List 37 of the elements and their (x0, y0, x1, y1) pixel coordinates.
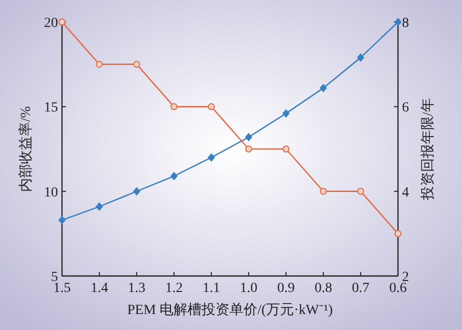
y2-tick-label: 4 (402, 185, 409, 200)
point (208, 153, 215, 162)
x-axis-title: PEM 电解槽投资单价/(万元·kW⁻¹) (127, 302, 334, 318)
x-tick-label: 0.9 (277, 281, 295, 296)
point (96, 202, 103, 211)
y2-tick-label: 8 (402, 16, 409, 31)
y-axis-title: 内部收益率/% (18, 106, 34, 192)
point (245, 146, 252, 152)
x-tick-label: 1.0 (240, 281, 258, 296)
point (357, 188, 364, 195)
point (282, 146, 290, 152)
y2-tick-label: 6 (402, 100, 409, 116)
x-tick-label: 1.2 (165, 281, 183, 296)
point (320, 84, 327, 92)
y-tick-label: 15 (44, 100, 58, 116)
point (394, 230, 402, 238)
x-tick-label: 1.4 (90, 281, 108, 296)
x-tick-label: 1.3 (128, 281, 146, 296)
y2-axis-title: 投资回报年限/年 (420, 98, 436, 201)
point (208, 103, 215, 110)
point (133, 60, 140, 68)
x-tick-label: 0.6 (389, 281, 407, 296)
point (133, 187, 140, 196)
point (96, 60, 103, 68)
x-tick-label: 0.7 (352, 281, 370, 296)
x-tick-label: 0.8 (314, 281, 332, 296)
x-tick-label: 1.1 (202, 281, 220, 296)
y-tick-label: 20 (44, 16, 58, 31)
point (245, 133, 252, 142)
x-tick-label: 1.5 (53, 281, 71, 296)
point (357, 54, 364, 62)
y-tick-label: 10 (44, 185, 58, 200)
point (170, 172, 178, 180)
point (58, 216, 66, 224)
point (320, 188, 327, 195)
point (282, 109, 290, 118)
point (170, 103, 178, 110)
